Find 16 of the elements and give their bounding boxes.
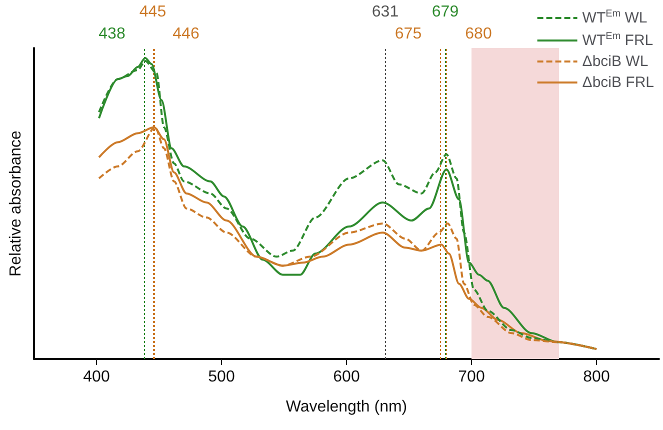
ref-line-label: 438 — [98, 26, 126, 42]
ref-line-label: 631 — [372, 4, 399, 20]
ref-line-label: 680 — [465, 26, 492, 42]
ref-line-label: 446 — [172, 26, 200, 42]
x-tick-label: 600 — [333, 368, 360, 386]
legend-label: ΔbciB WL — [582, 53, 648, 70]
x-tick-label: 700 — [458, 368, 485, 386]
ref-line-label: 445 — [139, 4, 166, 20]
legend-label: ΔbciB FRL — [582, 74, 654, 91]
y-axis-title: Relative absorbance — [8, 130, 24, 276]
x-tick-label: 800 — [583, 368, 610, 386]
ref-line-label: 675 — [394, 26, 422, 42]
x-tick-label: 500 — [208, 368, 235, 386]
x-axis-title: Wavelength (nm) — [286, 398, 408, 416]
x-tick-label: 400 — [83, 368, 110, 386]
ref-line-label: 679 — [432, 4, 459, 20]
